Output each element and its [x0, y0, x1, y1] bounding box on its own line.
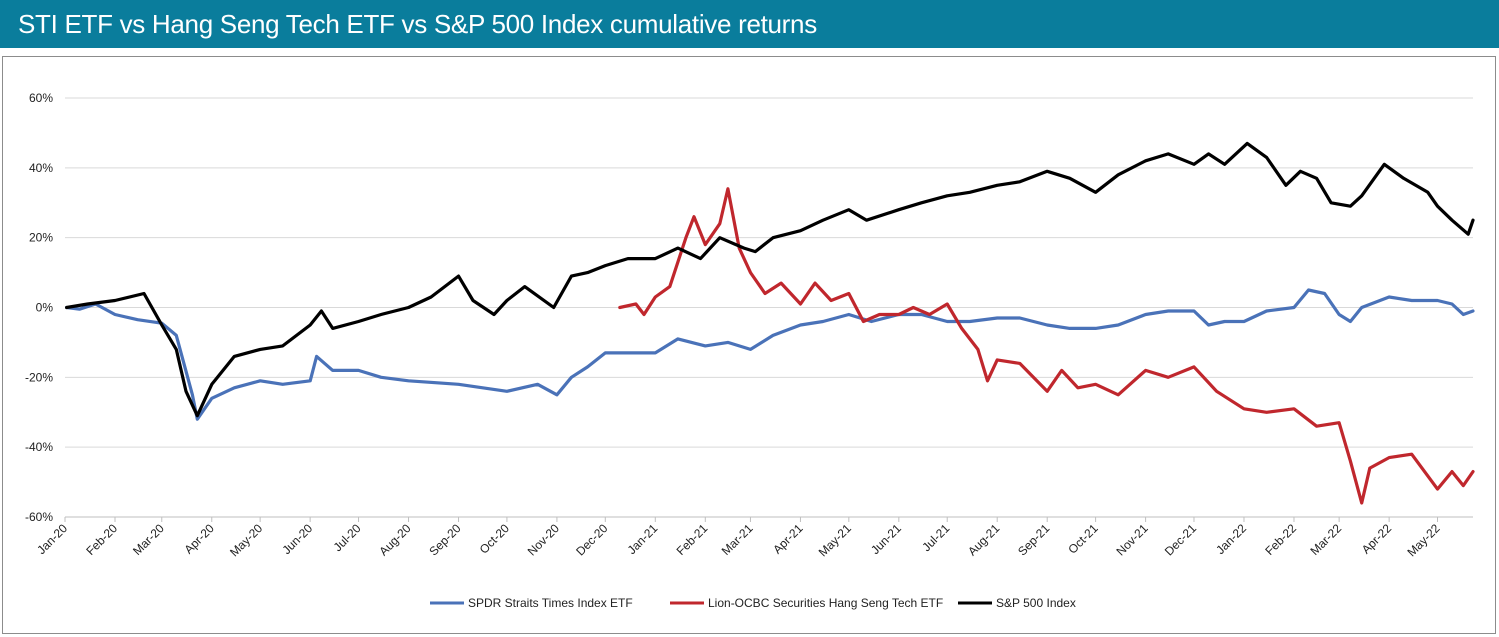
- x-tick-label: Nov-20: [525, 521, 562, 558]
- x-tick-label: Jul-21: [919, 521, 952, 554]
- x-tick-label: Dec-20: [573, 521, 610, 558]
- x-tick-label: Feb-22: [1262, 521, 1299, 558]
- legend: SPDR Straits Times Index ETF Lion-OCBC Se…: [430, 596, 1076, 610]
- x-tick-label: Mar-20: [130, 521, 167, 558]
- y-tick-label: 40%: [29, 161, 53, 175]
- chart-title: STI ETF vs Hang Seng Tech ETF vs S&P 500…: [18, 8, 817, 39]
- y-tick-label: -40%: [25, 440, 53, 454]
- x-tick-label: Jun-21: [868, 521, 904, 557]
- series-lines: [64, 141, 1475, 505]
- x-tick-label: Aug-21: [965, 521, 1002, 558]
- series-line: [618, 187, 1475, 505]
- x-tick-label: Jan-22: [1213, 521, 1249, 557]
- chart-header: STI ETF vs Hang Seng Tech ETF vs S&P 500…: [0, 0, 1499, 48]
- x-axis-ticks: Jan-20 Feb-20 Mar-20 Apr-20 May-20 Jun-20 Jul-…: [34, 517, 1443, 559]
- y-tick-label: 20%: [29, 231, 53, 245]
- x-tick-label: May-22: [1404, 521, 1442, 559]
- x-tick-label: May-21: [816, 521, 854, 559]
- x-tick-label: Sep-20: [426, 521, 463, 558]
- series-line: [64, 288, 1475, 421]
- y-axis-ticks: 60% 40% 20% 0% -20% -40% -60%: [25, 91, 53, 524]
- legend-label: Lion-OCBC Securities Hang Seng Tech ETF: [708, 596, 943, 610]
- y-tick-label: 60%: [29, 91, 53, 105]
- x-tick-label: Jan-21: [625, 521, 661, 557]
- y-tick-label: 0%: [36, 301, 54, 315]
- series-line: [64, 141, 1475, 418]
- x-tick-label: Apr-22: [1359, 521, 1395, 557]
- x-tick-label: Oct-21: [1065, 521, 1101, 557]
- x-tick-label: Jun-20: [279, 521, 315, 557]
- x-tick-label: Oct-20: [477, 521, 513, 557]
- x-tick-label: Apr-20: [182, 521, 218, 557]
- x-tick-label: Feb-20: [83, 521, 120, 558]
- x-tick-label: Dec-21: [1162, 521, 1199, 558]
- y-tick-label: -20%: [25, 370, 53, 384]
- x-tick-label: Sep-21: [1015, 521, 1052, 558]
- x-tick-label: Jul-20: [331, 521, 364, 554]
- x-tick-label: Jan-20: [34, 521, 70, 557]
- x-tick-label: Aug-20: [376, 521, 413, 558]
- line-chart: 60% 40% 20% 0% -20% -40% -60% Jan-20 Feb-20 Mar-…: [25, 91, 1475, 610]
- x-tick-label: Mar-21: [719, 521, 756, 558]
- chart-frame: 60% 40% 20% 0% -20% -40% -60% Jan-20 Feb-20 Mar-…: [2, 56, 1496, 634]
- gridlines: [65, 97, 1473, 518]
- x-tick-label: Apr-21: [770, 521, 806, 557]
- x-tick-label: Mar-22: [1307, 521, 1344, 558]
- x-tick-label: Feb-21: [674, 521, 711, 558]
- y-tick-label: -60%: [25, 510, 53, 524]
- x-tick-label: Nov-21: [1113, 521, 1150, 558]
- legend-label: SPDR Straits Times Index ETF: [468, 596, 633, 610]
- x-tick-label: May-20: [227, 521, 265, 559]
- legend-label: S&P 500 Index: [996, 596, 1076, 610]
